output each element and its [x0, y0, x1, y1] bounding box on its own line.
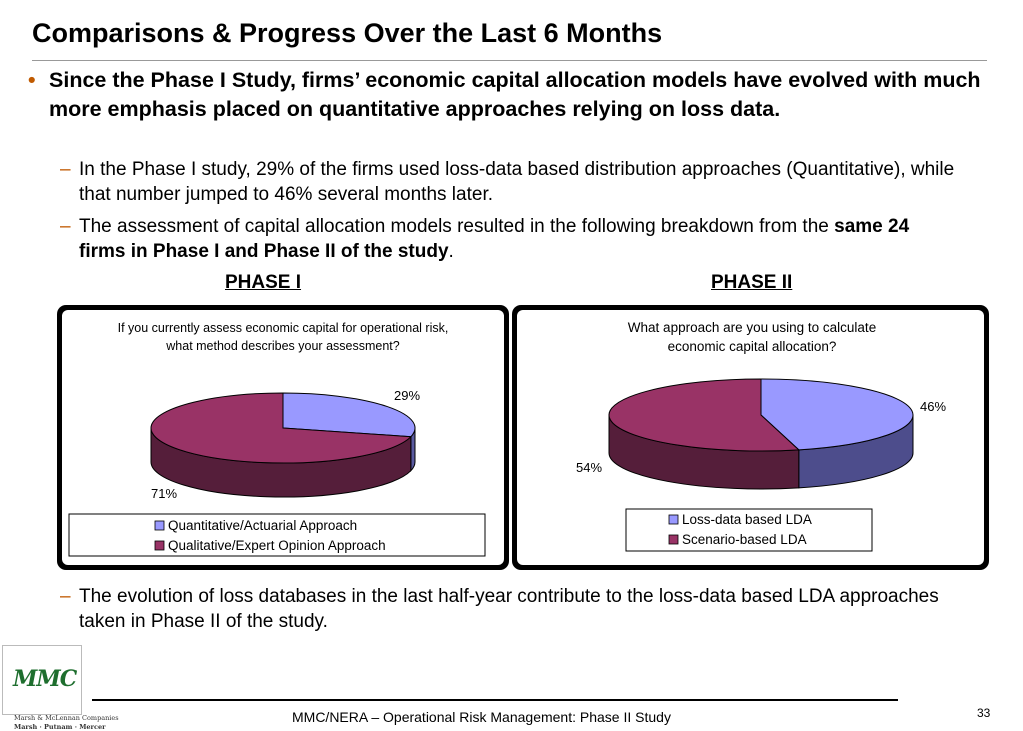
phase-2-label: PHASE II	[711, 272, 793, 293]
legend-swatch-1	[154, 520, 165, 531]
bullet-marker: •	[28, 68, 36, 92]
logo-brands-line: Marsh · Putnam · Mercer	[14, 723, 106, 731]
sub-bullet-2-plain: The assessment of capital allocation mod…	[79, 216, 835, 237]
legend-box	[68, 513, 486, 557]
footer-divider	[92, 699, 898, 701]
legend: Quantitative/Actuarial Approach Qualitati…	[154, 518, 386, 553]
main-bullet-text: Since the Phase I Study, firms’ economic…	[49, 68, 981, 121]
pie-slice-2	[150, 392, 412, 464]
sub-bullet-2: – The assessment of capital allocation m…	[60, 214, 960, 264]
legend-entry-2: Scenario-based LDA	[682, 532, 807, 547]
legend: Loss-data based LDA Scenario-based LDA	[668, 512, 812, 547]
sub-bullet-3: – The evolution of loss databases in the…	[60, 584, 960, 634]
legend-box	[625, 508, 873, 552]
chart-title-line-2: economic capital allocation?	[668, 339, 837, 354]
chart-title-line-1: What approach are you using to calculate	[628, 320, 876, 335]
sub-bullet-1-text: In the Phase I study, 29% of the firms u…	[79, 159, 955, 205]
sub-bullet-2-text: The assessment of capital allocation mod…	[79, 214, 960, 264]
dash-marker: –	[60, 159, 71, 180]
legend-swatch-2	[154, 540, 165, 551]
data-label-1: 29%	[394, 388, 420, 403]
page-number: 33	[977, 706, 991, 720]
phase-2-chart-panel: What approach are you using to calculate…	[512, 305, 989, 570]
sub-bullet-3-text: The evolution of loss databases in the l…	[79, 586, 939, 632]
legend-swatch-1	[668, 514, 679, 525]
pie-slices: 46% 54%	[576, 378, 946, 490]
legend-entry-2: Qualitative/Expert Opinion Approach	[168, 538, 386, 553]
sub-bullet-2-bold: same 24 firms in Phase I and Phase II of…	[79, 216, 910, 262]
phase-1-pie-chart: If you currently assess economic capital…	[62, 310, 504, 565]
pie-slices: 29% 71%	[150, 388, 420, 501]
data-label-2: 54%	[576, 460, 602, 475]
footer-text: MMC/NERA – Operational Risk Management: …	[292, 709, 671, 725]
phase-2-pie-chart: What approach are you using to calculate…	[517, 310, 984, 565]
legend-entry-1: Loss-data based LDA	[682, 512, 812, 527]
chart-title-line-1: If you currently assess economic capital…	[118, 321, 449, 335]
data-label-1: 46%	[920, 399, 946, 414]
dash-marker: –	[60, 216, 71, 237]
pie-slice-1	[282, 392, 416, 438]
pie-slice-2	[608, 378, 801, 452]
slide-title: Comparisons & Progress Over the Last 6 M…	[32, 18, 663, 48]
legend-entry-1: Quantitative/Actuarial Approach	[168, 518, 357, 533]
phase-1-label: PHASE I	[225, 272, 302, 293]
title-divider	[32, 60, 987, 61]
legend-swatch-2	[668, 534, 679, 545]
main-bullet: • Since the Phase I Study, firms’ econom…	[28, 66, 988, 124]
sub-bullet-2-end: .	[448, 241, 454, 262]
data-label-2: 71%	[151, 486, 177, 501]
pie-slice-1	[760, 378, 914, 451]
sub-bullet-1: – In the Phase I study, 29% of the firms…	[60, 157, 960, 207]
dash-marker: –	[60, 586, 71, 607]
logo-mark: MMC	[13, 666, 77, 692]
logo-company-line: Marsh & McLennan Companies	[14, 714, 119, 722]
phase-1-chart-panel: If you currently assess economic capital…	[57, 305, 509, 570]
chart-title-line-2: what method describes your assessment?	[165, 339, 399, 353]
company-logo: MMC	[2, 645, 82, 715]
